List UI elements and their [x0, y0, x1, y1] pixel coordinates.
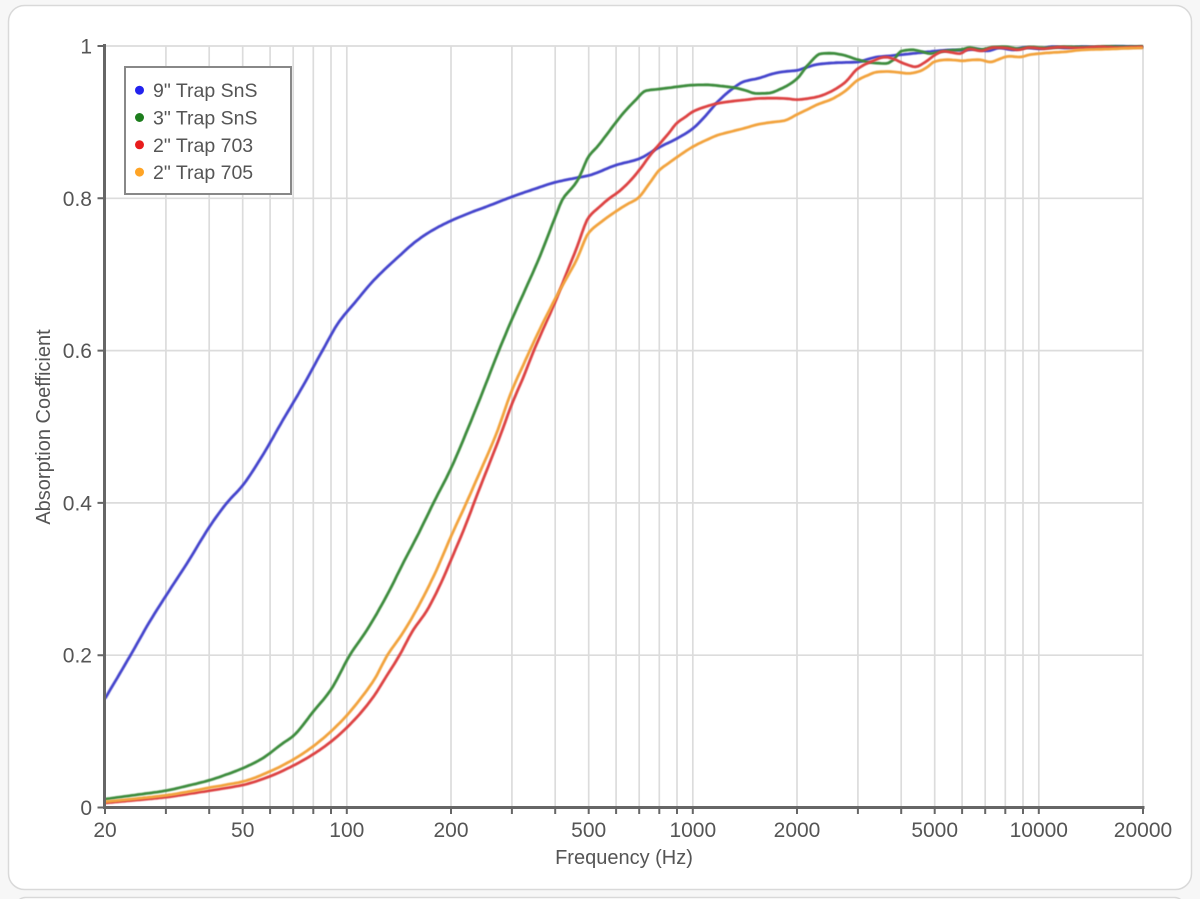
svg-text:9" Trap SnS: 9" Trap SnS [153, 80, 257, 102]
svg-text:3" Trap SnS: 3" Trap SnS [153, 108, 257, 130]
svg-text:0: 0 [80, 797, 92, 820]
svg-text:1000: 1000 [669, 819, 716, 842]
svg-text:2" Trap 705: 2" Trap 705 [153, 162, 253, 184]
svg-text:Absorption Coefficient: Absorption Coefficient [33, 329, 55, 525]
svg-text:2000: 2000 [774, 819, 821, 842]
svg-text:0.2: 0.2 [63, 645, 92, 668]
svg-text:500: 500 [571, 819, 606, 842]
svg-text:200: 200 [433, 819, 468, 842]
svg-text:2" Trap 703: 2" Trap 703 [153, 135, 253, 157]
svg-text:10000: 10000 [1010, 819, 1068, 842]
svg-text:0.8: 0.8 [63, 188, 92, 211]
svg-text:Frequency (Hz): Frequency (Hz) [555, 847, 693, 869]
svg-text:0.4: 0.4 [63, 492, 93, 515]
svg-text:100: 100 [329, 819, 364, 842]
svg-text:1: 1 [80, 36, 92, 59]
svg-text:20000: 20000 [1114, 819, 1172, 842]
svg-text:5000: 5000 [911, 819, 958, 842]
svg-text:0.6: 0.6 [63, 340, 92, 363]
svg-text:20: 20 [93, 819, 116, 842]
svg-text:50: 50 [231, 819, 254, 842]
